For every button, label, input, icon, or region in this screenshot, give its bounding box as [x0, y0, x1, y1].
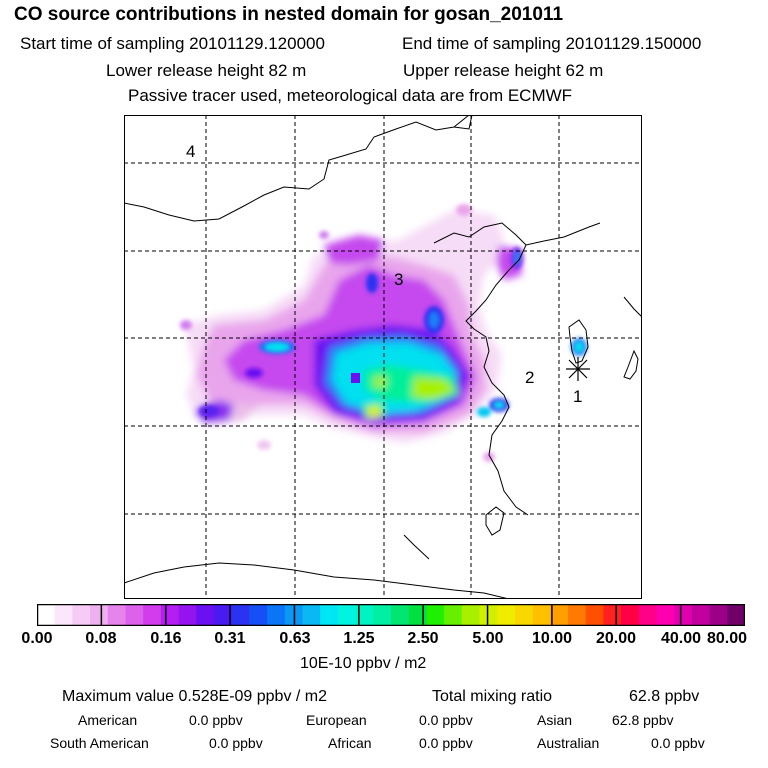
colorbar-cell: [143, 604, 162, 626]
colorbar-cell: [550, 604, 569, 626]
source-asian-name: Asian: [537, 712, 573, 728]
colorbar-cell: [444, 604, 463, 626]
colorbar-tick-9: 20.00: [595, 630, 637, 647]
colorbar-cell: [54, 604, 73, 626]
plot-title: CO source contributions in nested domain…: [14, 4, 564, 25]
end-time-label: End time of sampling 20101129.150000: [402, 34, 702, 53]
colorbar-tick-6: 2.50: [407, 630, 439, 647]
start-time-label: Start time of sampling 20101129.120000: [20, 34, 325, 53]
source-asian-value: 62.8 ppbv: [612, 712, 674, 728]
colorbar-units: 10E-10 ppbv / m2: [300, 655, 427, 672]
colorbar-cell: [532, 604, 551, 626]
colorbar-cell: [107, 604, 127, 626]
source-south-american-name: South American: [50, 735, 149, 751]
colorbar-tick-2: 0.16: [150, 630, 182, 647]
colorbar-cell: [196, 604, 215, 626]
colorbar-frame: [37, 604, 745, 626]
colorbar-cell: [249, 604, 268, 626]
colorbar: [37, 604, 745, 626]
colorbar-cell: [603, 604, 622, 626]
colorbar-tick-1: 0.08: [85, 630, 117, 647]
colorbar-cell: [231, 604, 250, 626]
concentration-field: [180, 204, 587, 462]
source-american-name: American: [78, 712, 138, 728]
colorbar-cell: [37, 604, 56, 626]
marker-4: 4: [186, 142, 195, 161]
colorbar-cell: [479, 604, 498, 626]
colorbar-cell: [355, 604, 374, 626]
colorbar-tick-8: 10.00: [531, 630, 573, 647]
colorbar-cell: [160, 604, 180, 626]
source-european-value: 0.0 ppbv: [419, 712, 473, 728]
colorbar-cell: [727, 604, 745, 626]
marker-3: 3: [394, 270, 403, 289]
source-african-value: 0.0 ppbv: [419, 735, 473, 751]
colorbar-cells: [37, 604, 745, 626]
map-frame: [124, 115, 642, 599]
colorbar-cell: [638, 604, 658, 626]
colorbar-cell: [709, 604, 728, 626]
colorbar-cell: [125, 604, 144, 626]
graticule: [124, 115, 642, 599]
colorbar-tick-11: 80.00: [706, 630, 748, 647]
colorbar-cell: [585, 604, 604, 626]
source-australian-name: Australian: [537, 735, 600, 751]
colorbar-cell: [72, 604, 91, 626]
total-mixing-label: Total mixing ratio: [432, 688, 553, 705]
colorbar-separators: [100, 604, 682, 626]
colorbar-cell: [621, 604, 640, 626]
colorbar-tick-10: 40.00: [660, 630, 702, 647]
colorbar-cell: [568, 604, 587, 626]
total-mixing-value: 62.8 ppbv: [629, 688, 700, 705]
colorbar-cell: [178, 604, 197, 626]
upper-release-label: Upper release height 62 m: [403, 61, 604, 80]
colorbar-cell: [90, 604, 109, 626]
grid-cell-dot: [351, 373, 360, 383]
marker-2: 2: [525, 368, 534, 387]
colorbar-tick-0: 0.00: [21, 630, 53, 647]
colorbar-cell: [426, 604, 445, 626]
colorbar-cell: [320, 604, 339, 626]
colorbar-tick-4: 0.63: [279, 630, 311, 647]
colorbar-cell: [337, 604, 357, 626]
colorbar-tick-5: 1.25: [343, 630, 375, 647]
source-european-name: European: [306, 712, 367, 728]
colorbar-cell: [373, 604, 392, 626]
colorbar-cell: [302, 604, 321, 626]
source-african-name: African: [328, 735, 372, 751]
colorbar-tick-3: 0.31: [214, 630, 246, 647]
colorbar-cell: [391, 604, 410, 626]
colorbar-cell: [461, 604, 481, 626]
max-value-label: Maximum value 0.528E-09 ppbv / m2: [62, 688, 328, 705]
colorbar-tick-7: 5.00: [472, 630, 504, 647]
release-site-star-icon: [566, 357, 590, 381]
map-panel: 1 2 3 4: [124, 115, 642, 599]
source-american-value: 0.0 ppbv: [189, 712, 243, 728]
coastlines: [124, 115, 642, 599]
lower-release-label: Lower release height 82 m: [106, 61, 307, 80]
colorbar-cell: [656, 604, 675, 626]
colorbar-cell: [214, 604, 233, 626]
colorbar-cell: [674, 604, 693, 626]
colorbar-cell: [514, 604, 534, 626]
tracer-info: Passive tracer used, meteorological data…: [128, 86, 573, 105]
colorbar-cell: [691, 604, 711, 626]
source-australian-value: 0.0 ppbv: [651, 735, 705, 751]
source-south-american-value: 0.0 ppbv: [209, 735, 263, 751]
colorbar-cell: [408, 604, 427, 626]
marker-1: 1: [573, 387, 582, 406]
colorbar-cell: [267, 604, 286, 626]
colorbar-cell: [497, 604, 516, 626]
